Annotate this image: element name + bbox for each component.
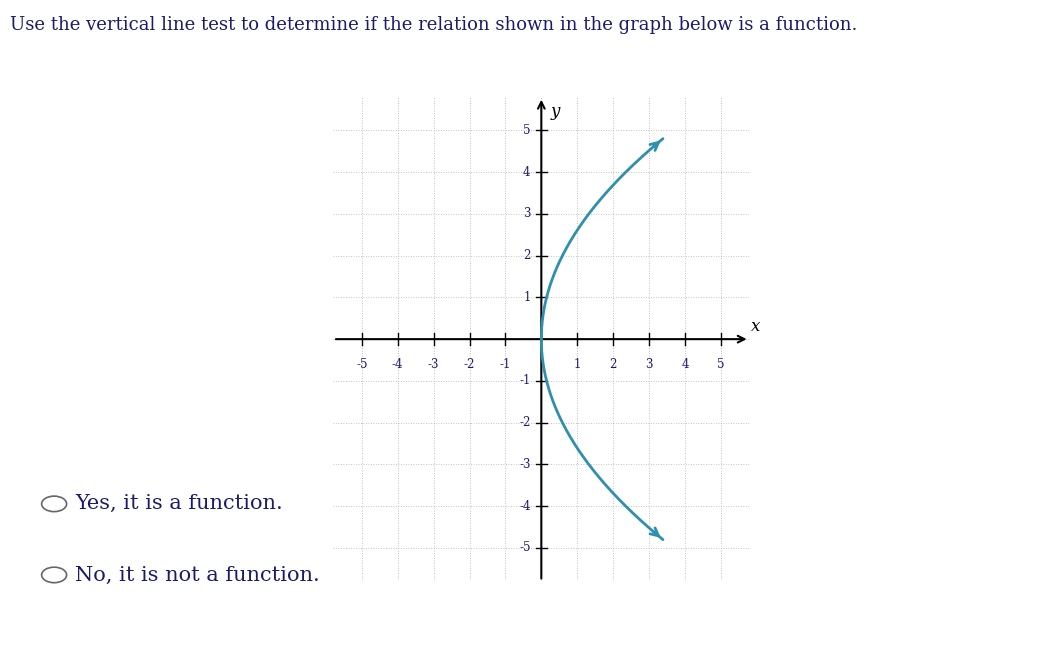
Text: -5: -5 xyxy=(519,541,531,554)
Text: -2: -2 xyxy=(519,416,531,429)
Text: -3: -3 xyxy=(428,358,439,371)
Text: Yes, it is a function.: Yes, it is a function. xyxy=(75,494,283,514)
Text: -1: -1 xyxy=(500,358,511,371)
Text: -1: -1 xyxy=(519,375,531,388)
Text: 1: 1 xyxy=(574,358,581,371)
Text: 3: 3 xyxy=(523,207,531,220)
Text: No, it is not a function.: No, it is not a function. xyxy=(75,565,320,585)
Text: -4: -4 xyxy=(392,358,404,371)
Text: Use the vertical line test to determine if the relation shown in the graph below: Use the vertical line test to determine … xyxy=(10,16,858,34)
Text: -3: -3 xyxy=(519,458,531,471)
Text: x: x xyxy=(752,318,761,335)
Text: -4: -4 xyxy=(519,500,531,513)
Text: 4: 4 xyxy=(681,358,689,371)
Text: 1: 1 xyxy=(524,291,531,304)
Text: y: y xyxy=(551,103,560,120)
Text: 5: 5 xyxy=(523,124,531,137)
Text: 5: 5 xyxy=(717,358,725,371)
Text: -2: -2 xyxy=(464,358,475,371)
Text: 4: 4 xyxy=(523,165,531,178)
Text: 2: 2 xyxy=(524,249,531,262)
Text: 3: 3 xyxy=(645,358,653,371)
Text: -5: -5 xyxy=(356,358,367,371)
Text: 2: 2 xyxy=(609,358,617,371)
